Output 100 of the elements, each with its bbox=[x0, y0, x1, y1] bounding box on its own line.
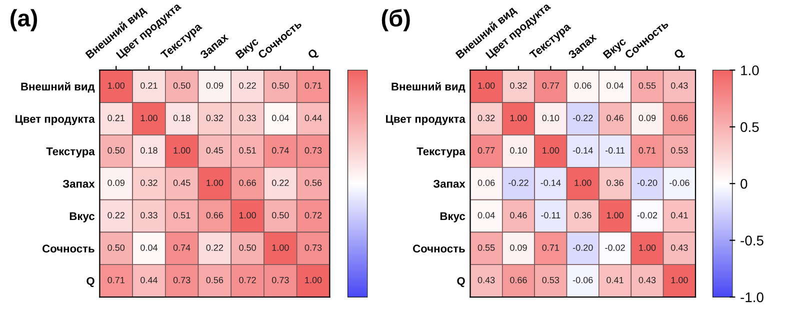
data-label: 0.51 bbox=[173, 212, 190, 218]
data-label: 0.50 bbox=[108, 147, 125, 154]
data-label: 0.46 bbox=[510, 212, 527, 218]
data-label: 0.56 bbox=[206, 276, 224, 284]
color-bar-label: 0.5 bbox=[740, 122, 759, 132]
data-label: -0.14 bbox=[540, 180, 561, 186]
y-tick-label: Сочность bbox=[42, 244, 94, 253]
data-label: 0.18 bbox=[140, 147, 158, 154]
data-label: 0.32 bbox=[140, 180, 158, 186]
data-label: 0.51 bbox=[239, 147, 256, 154]
data-label: 0.72 bbox=[239, 276, 256, 284]
data-label: 0.22 bbox=[108, 212, 124, 218]
data-label: 0.44 bbox=[140, 276, 158, 284]
data-label: 0.43 bbox=[670, 244, 688, 251]
data-label: -0.11 bbox=[541, 212, 560, 218]
data-label: 0.53 bbox=[542, 276, 560, 284]
data-label: 0.46 bbox=[606, 114, 624, 122]
data-label: 0.04 bbox=[140, 244, 158, 251]
data-label: 0.33 bbox=[239, 114, 256, 122]
data-label: 1.00 bbox=[639, 244, 656, 251]
data-label: 0.44 bbox=[304, 114, 322, 122]
data-label: 0.73 bbox=[304, 147, 322, 154]
x-tick-label: Q bbox=[673, 48, 686, 61]
data-label: 0.18 bbox=[173, 114, 190, 122]
data-label: 1.00 bbox=[574, 180, 592, 186]
chart-title: (а) bbox=[10, 9, 38, 32]
color-bar-label: -1.0 bbox=[740, 292, 764, 302]
data-label: -0.20 bbox=[637, 180, 658, 186]
data-label: -0.11 bbox=[605, 147, 625, 154]
color-bar-label: 0 bbox=[740, 178, 748, 189]
data-label: 0.43 bbox=[670, 82, 688, 89]
data-label: 0.45 bbox=[173, 180, 190, 186]
data-label: 0.04 bbox=[272, 114, 289, 122]
data-label: 0.74 bbox=[173, 244, 190, 251]
data-label: -0.06 bbox=[670, 180, 690, 186]
data-label: -0.02 bbox=[637, 212, 658, 218]
data-label: 0.04 bbox=[606, 82, 624, 89]
data-label: 0.32 bbox=[478, 114, 495, 122]
y-tick-label: Запах bbox=[62, 180, 95, 188]
data-label: 1.00 bbox=[206, 180, 224, 186]
data-label: 0.41 bbox=[670, 212, 688, 218]
data-label: 0.50 bbox=[272, 212, 289, 218]
data-label: 0.09 bbox=[206, 82, 224, 89]
data-label: 0.50 bbox=[173, 82, 190, 89]
data-label: 0.72 bbox=[304, 212, 322, 218]
y-tick-label: Сочность bbox=[413, 244, 465, 253]
data-label: 0.43 bbox=[478, 276, 495, 284]
data-label: -0.14 bbox=[572, 147, 593, 154]
data-label: 0.32 bbox=[510, 82, 527, 89]
data-label: 0.36 bbox=[574, 212, 592, 218]
data-label: 0.50 bbox=[108, 244, 125, 251]
data-label: 0.43 bbox=[638, 276, 656, 284]
data-label: 0.50 bbox=[272, 82, 289, 89]
data-label: 0.66 bbox=[206, 212, 224, 218]
y-tick-label: Q bbox=[457, 277, 465, 288]
data-label: 0.66 bbox=[510, 276, 527, 284]
data-label: 0.06 bbox=[478, 180, 495, 186]
data-label: 0.71 bbox=[304, 82, 322, 89]
y-tick-label: Запах bbox=[433, 180, 466, 188]
data-label: 0.22 bbox=[272, 180, 289, 186]
y-tick-label: Q bbox=[86, 277, 94, 288]
data-label: 1.00 bbox=[174, 147, 190, 154]
data-label: 0.74 bbox=[272, 147, 289, 154]
data-label: 0.21 bbox=[108, 114, 124, 122]
data-label: -0.20 bbox=[572, 244, 593, 251]
data-label: 1.00 bbox=[478, 82, 495, 89]
color-bar-label: 1.0 bbox=[741, 65, 759, 76]
data-label: 0.33 bbox=[140, 212, 158, 218]
y-tick-label: Текстура bbox=[46, 148, 95, 158]
data-label: -0.02 bbox=[605, 244, 625, 251]
y-tick-label: Текстура bbox=[416, 148, 466, 158]
data-label: 1.00 bbox=[140, 114, 158, 122]
data-label: 0.36 bbox=[606, 180, 624, 186]
data-label: 0.73 bbox=[272, 276, 289, 284]
data-label: 0.71 bbox=[108, 276, 124, 284]
y-tick-label: Вкус bbox=[70, 212, 95, 222]
data-label: 0.10 bbox=[542, 114, 560, 122]
color-bar-label: -0.5 bbox=[740, 236, 764, 246]
data-label: 1.00 bbox=[272, 244, 289, 251]
data-label: 0.71 bbox=[638, 147, 656, 154]
y-tick-label: Внешний вид bbox=[21, 82, 95, 93]
data-label: 0.73 bbox=[304, 244, 322, 251]
data-label: 0.41 bbox=[606, 276, 624, 284]
data-label: 1.00 bbox=[108, 82, 125, 89]
data-label: -0.06 bbox=[572, 276, 593, 284]
data-label: 1.00 bbox=[510, 114, 527, 122]
data-label: 0.53 bbox=[670, 147, 688, 154]
chart-title: (б) bbox=[382, 9, 410, 32]
data-label: 0.09 bbox=[638, 114, 656, 122]
data-label: 0.04 bbox=[478, 212, 495, 218]
data-label: 0.71 bbox=[542, 244, 560, 251]
y-tick-label: Вкус bbox=[440, 212, 466, 222]
data-label: 0.22 bbox=[206, 244, 224, 251]
y-tick-label: Цвет продукта bbox=[16, 115, 95, 126]
data-label: 0.55 bbox=[478, 244, 495, 251]
data-label: 1.00 bbox=[542, 147, 560, 154]
data-label: 0.66 bbox=[670, 114, 688, 122]
y-tick-label: Внешний вид bbox=[392, 82, 466, 93]
data-label: 1.00 bbox=[606, 212, 624, 218]
data-label: 1.00 bbox=[305, 276, 322, 284]
